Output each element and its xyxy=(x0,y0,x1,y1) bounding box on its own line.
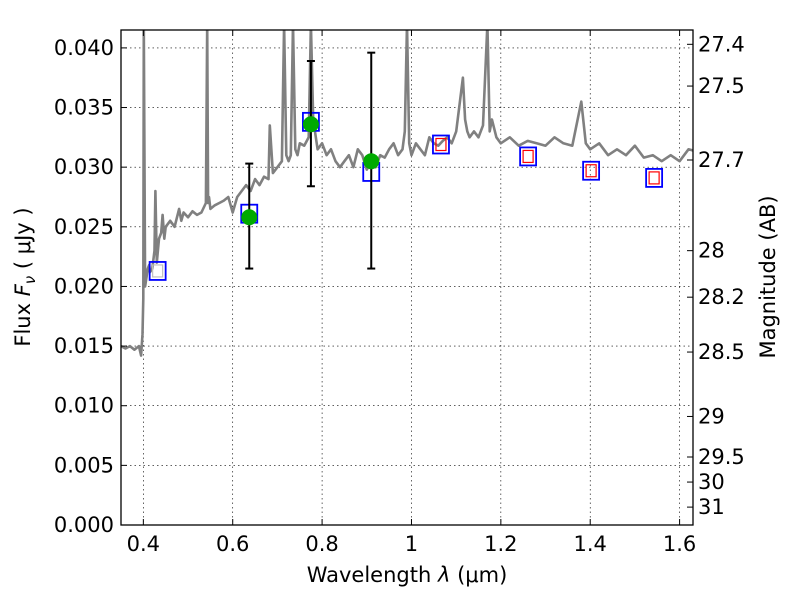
x-tick-label: 0.6 xyxy=(216,532,249,556)
y2-tick-label: 29 xyxy=(698,404,725,428)
x-tick-label: 0.8 xyxy=(305,532,338,556)
y-tick-label: 0.025 xyxy=(54,215,114,239)
observed-points-layer xyxy=(241,51,380,270)
plot-frame xyxy=(120,29,694,526)
observed-point xyxy=(302,116,319,133)
plot-area-background xyxy=(121,30,693,525)
y-tick-label: 0.020 xyxy=(54,274,114,298)
x-tick-label: 1 xyxy=(405,532,418,556)
y-tick-label: 0.015 xyxy=(54,334,114,358)
y2-tick-label: 28.5 xyxy=(698,340,745,364)
y-tick-label: 0.040 xyxy=(54,36,114,60)
x-tick-label: 0.4 xyxy=(127,532,160,556)
observed-point xyxy=(241,209,258,226)
x-axis-title: Wavelength λ (μm) xyxy=(307,563,508,587)
y-axis-title: Flux Fν ( μJy ) xyxy=(11,207,39,346)
y-tick-label: 0.035 xyxy=(54,96,114,120)
y2-tick-label: 30 xyxy=(698,470,725,494)
model-filter-inner-box xyxy=(522,149,534,164)
y-tick-label: 0.030 xyxy=(54,155,114,179)
x-tick-label: 1.4 xyxy=(574,532,607,556)
model-filter-box xyxy=(582,160,601,181)
y2-tick-label: 28.2 xyxy=(698,285,745,309)
model-filter-box xyxy=(432,134,450,155)
model-layer xyxy=(121,30,693,357)
grid-layer xyxy=(121,30,693,526)
x-tick-label: 1.6 xyxy=(663,532,696,556)
sed-model-line xyxy=(121,30,693,357)
y2-tick-label: 27.7 xyxy=(698,148,745,172)
y2-tick-label: 28 xyxy=(698,239,725,263)
observed-point xyxy=(363,153,380,170)
y2-tick-label: 27.4 xyxy=(698,32,745,56)
filter-box-layer xyxy=(148,111,664,281)
y2-tick-label: 27.5 xyxy=(698,74,745,98)
x-tick-label: 1.2 xyxy=(484,532,517,556)
model-filter-box xyxy=(645,168,664,188)
model-filter-inner-box xyxy=(585,164,597,178)
y2-axis-title: Magnitude (AB) xyxy=(756,195,780,358)
tick-layer: 0.4 0.6 0.8 1 1.2 1.4 1.6 0.000 0.005 0.010 0.015 0… xyxy=(54,30,745,556)
y-tick-label: 0.005 xyxy=(54,453,114,477)
y-tick-label: 0.000 xyxy=(54,513,114,537)
model-filter-inner-box xyxy=(152,264,164,278)
model-filter-box xyxy=(148,261,167,281)
model-filter-box xyxy=(519,146,538,167)
model-filter-inner-box xyxy=(648,171,660,185)
y2-tick-label: 29.5 xyxy=(698,445,745,469)
model-filter-inner-box xyxy=(435,137,447,152)
y2-tick-label: 31 xyxy=(698,495,725,519)
y-tick-label: 0.010 xyxy=(54,394,114,418)
